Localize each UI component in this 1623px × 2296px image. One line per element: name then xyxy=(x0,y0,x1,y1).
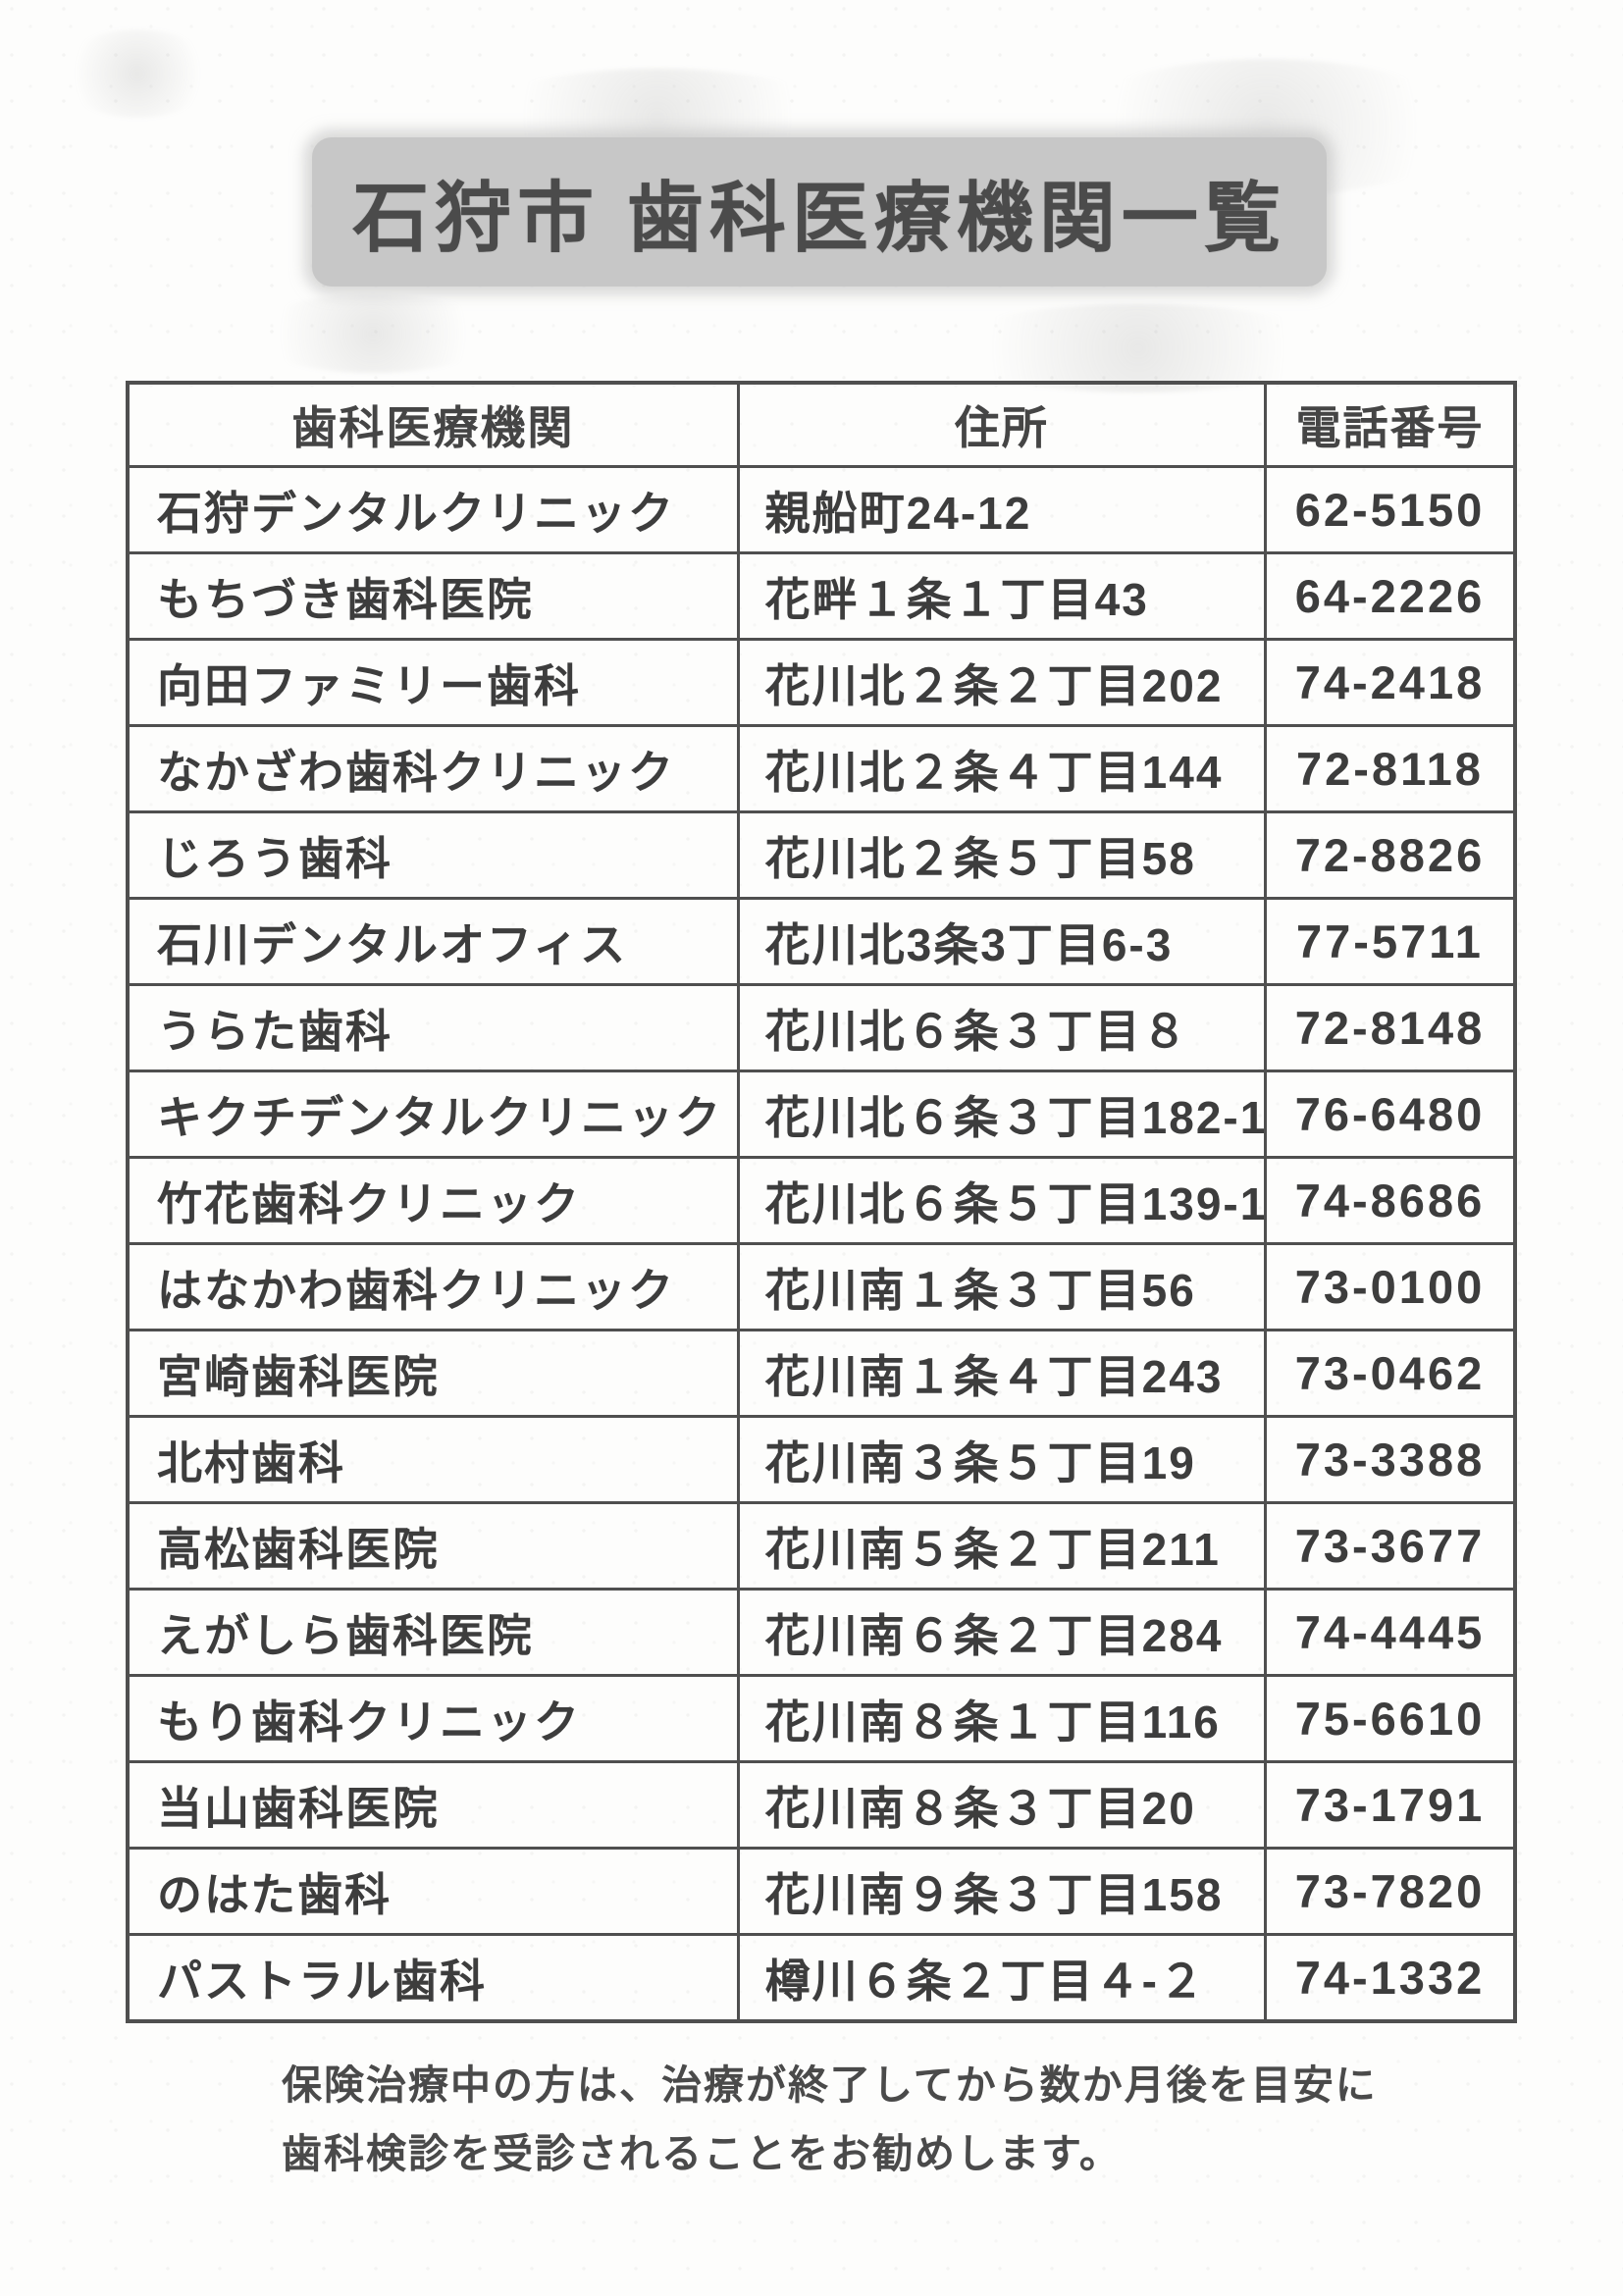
phone-cell: 73-0100 xyxy=(1263,1242,1517,1331)
address-cell: 花川南１条４丁目243 xyxy=(736,1329,1267,1418)
phone-cell: 77-5711 xyxy=(1263,897,1517,986)
table-row: 宮崎歯科医院 花川南１条４丁目243 73-0462 xyxy=(126,1329,1517,1418)
header-phone: 電話番号 xyxy=(1263,381,1517,468)
table-row: のはた歯科 花川南９条３丁目158 73-7820 xyxy=(126,1847,1517,1936)
clinic-name-cell: 宮崎歯科医院 xyxy=(126,1329,740,1418)
phone-cell: 64-2226 xyxy=(1263,551,1517,641)
address-cell: 花川南１条３丁目56 xyxy=(736,1242,1267,1331)
address-cell: 花川北２条４丁目144 xyxy=(736,724,1267,813)
clinic-name-cell: のはた歯科 xyxy=(126,1847,740,1936)
address-cell: 花川南８条１丁目116 xyxy=(736,1674,1267,1763)
table-row: なかざわ歯科クリニック 花川北２条４丁目144 72-8118 xyxy=(126,724,1517,813)
table-row: じろう歯科 花川北２条５丁目58 72-8826 xyxy=(126,810,1517,900)
table-row: 高松歯科医院 花川南５条２丁目211 73-3677 xyxy=(126,1501,1517,1591)
page-title: 石狩市 歯科医療機関一覧 xyxy=(352,175,1286,261)
clinic-name-cell: パストラル歯科 xyxy=(126,1933,740,2023)
clinic-name-cell: 向田ファミリー歯科 xyxy=(126,638,740,727)
header-clinic-name: 歯科医療機関 xyxy=(126,381,740,468)
scan-noise-blob xyxy=(59,29,216,118)
phone-cell: 74-8686 xyxy=(1263,1156,1517,1245)
address-cell: 花川南９条３丁目158 xyxy=(736,1847,1267,1936)
phone-cell: 76-6480 xyxy=(1263,1070,1517,1159)
clinic-name-cell: もちづき歯科医院 xyxy=(126,551,740,641)
table-row: はなかわ歯科クリニック 花川南１条３丁目56 73-0100 xyxy=(126,1242,1517,1331)
clinic-name-cell: キクチデンタルクリニック xyxy=(126,1070,740,1159)
phone-cell: 73-3677 xyxy=(1263,1501,1517,1591)
phone-cell: 74-1332 xyxy=(1263,1933,1517,2023)
table-row: パストラル歯科 樽川６条２丁目４-２ 74-1332 xyxy=(126,1933,1517,2023)
table-row: もり歯科クリニック 花川南８条１丁目116 75-6610 xyxy=(126,1674,1517,1763)
table-header: 歯科医療機関 住所 電話番号 xyxy=(126,381,1517,468)
table-row: 北村歯科 花川南３条５丁目19 73-3388 xyxy=(126,1415,1517,1504)
address-cell: 花川北3条3丁目6-3 xyxy=(736,897,1267,986)
clinic-name-cell: なかざわ歯科クリニック xyxy=(126,724,740,813)
clinic-name-cell: じろう歯科 xyxy=(126,810,740,900)
phone-cell: 72-8826 xyxy=(1263,810,1517,900)
phone-cell: 72-8118 xyxy=(1263,724,1517,813)
footer-note-line1: 保険治療中の方は、治療が終了してから数か月後を目安に xyxy=(282,2062,1378,2108)
table-row: 向田ファミリー歯科 花川北２条２丁目202 74-2418 xyxy=(126,638,1517,727)
table-row: もちづき歯科医院 花畔１条１丁目43 64-2226 xyxy=(126,551,1517,641)
phone-cell: 74-4445 xyxy=(1263,1588,1517,1677)
address-cell: 花川北６条３丁目８ xyxy=(736,983,1267,1072)
clinic-name-cell: もり歯科クリニック xyxy=(126,1674,740,1763)
table-body: 石狩デンタルクリニック 親船町24-12 62-5150 もちづき歯科医院 花畔１条１丁… xyxy=(126,465,1517,2023)
clinic-name-cell: 石狩デンタルクリニック xyxy=(126,465,740,554)
clinic-table: 歯科医療機関 住所 電話番号 石狩デンタルクリニック 親船町24-12 62-515… xyxy=(126,381,1517,2023)
clinic-name-cell: 石川デンタルオフィス xyxy=(126,897,740,986)
phone-cell: 73-1791 xyxy=(1263,1760,1517,1850)
table-row: うらた歯科 花川北６条３丁目８ 72-8148 xyxy=(126,983,1517,1072)
header-row: 歯科医療機関 住所 電話番号 xyxy=(126,381,1517,468)
address-cell: 花川南３条５丁目19 xyxy=(736,1415,1267,1504)
footer-note-line2: 歯科検診を受診されることをお勧めします。 xyxy=(282,2131,1122,2176)
phone-cell: 74-2418 xyxy=(1263,638,1517,727)
phone-cell: 73-7820 xyxy=(1263,1847,1517,1936)
phone-cell: 73-3388 xyxy=(1263,1415,1517,1504)
phone-cell: 75-6610 xyxy=(1263,1674,1517,1763)
table-row: 石川デンタルオフィス 花川北3条3丁目6-3 77-5711 xyxy=(126,897,1517,986)
address-cell: 花畔１条１丁目43 xyxy=(736,551,1267,641)
phone-cell: 72-8148 xyxy=(1263,983,1517,1072)
table-row: 当山歯科医院 花川南８条３丁目20 73-1791 xyxy=(126,1760,1517,1850)
address-cell: 花川南８条３丁目20 xyxy=(736,1760,1267,1850)
clinic-name-cell: 北村歯科 xyxy=(126,1415,740,1504)
address-cell: 花川南５条２丁目211 xyxy=(736,1501,1267,1591)
clinic-name-cell: はなかわ歯科クリニック xyxy=(126,1242,740,1331)
header-address: 住所 xyxy=(736,381,1267,468)
address-cell: 樽川６条２丁目４-２ xyxy=(736,1933,1267,2023)
clinic-name-cell: 竹花歯科クリニック xyxy=(126,1156,740,1245)
scan-noise-blob xyxy=(245,294,500,373)
table-row: 竹花歯科クリニック 花川北６条５丁目139-1 74-8686 xyxy=(126,1156,1517,1245)
table-row: キクチデンタルクリニック 花川北６条３丁目182-1 76-6480 xyxy=(126,1070,1517,1159)
scan-noise-blob xyxy=(932,304,1344,392)
address-cell: 花川北２条５丁目58 xyxy=(736,810,1267,900)
table-row: 石狩デンタルクリニック 親船町24-12 62-5150 xyxy=(126,465,1517,554)
address-cell: 花川北２条２丁目202 xyxy=(736,638,1267,727)
clinic-name-cell: 当山歯科医院 xyxy=(126,1760,740,1850)
footer-note: 保険治療中の方は、治療が終了してから数か月後を目安に 歯科検診を受診されることを… xyxy=(282,2051,1440,2188)
title-banner: 石狩市 歯科医療機関一覧 xyxy=(312,137,1327,287)
address-cell: 花川南６条２丁目284 xyxy=(736,1588,1267,1677)
clinic-name-cell: えがしら歯科医院 xyxy=(126,1588,740,1677)
phone-cell: 73-0462 xyxy=(1263,1329,1517,1418)
clinic-name-cell: うらた歯科 xyxy=(126,983,740,1072)
address-cell: 親船町24-12 xyxy=(736,465,1267,554)
address-cell: 花川北６条３丁目182-1 xyxy=(736,1070,1267,1159)
address-cell: 花川北６条５丁目139-1 xyxy=(736,1156,1267,1245)
phone-cell: 62-5150 xyxy=(1263,465,1517,554)
clinic-name-cell: 高松歯科医院 xyxy=(126,1501,740,1591)
table-row: えがしら歯科医院 花川南６条２丁目284 74-4445 xyxy=(126,1588,1517,1677)
